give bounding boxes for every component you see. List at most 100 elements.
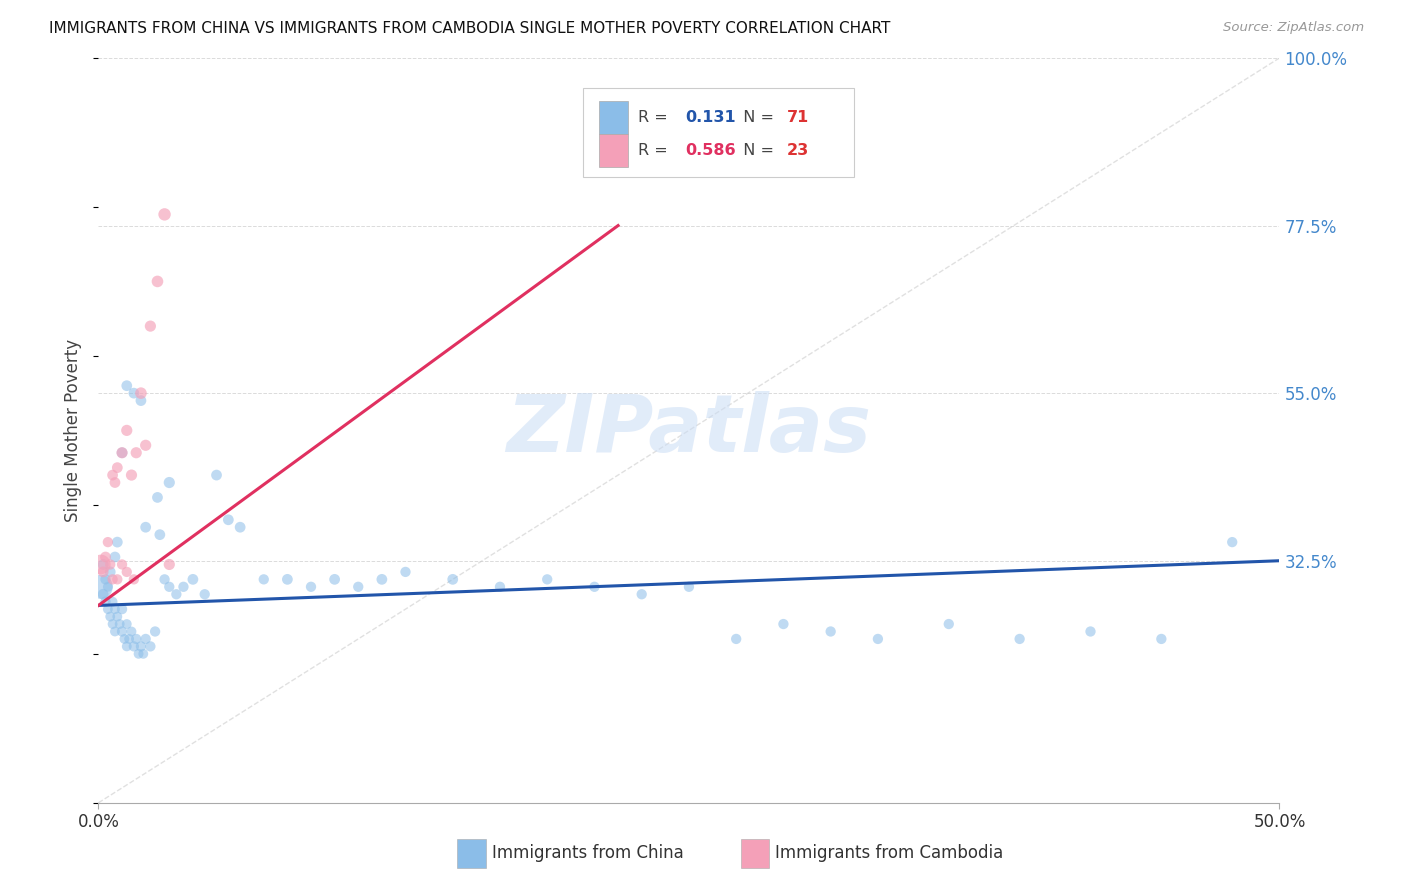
Point: [135, 438, 157, 452]
Point: [125, 632, 148, 646]
Point: [98, 609, 121, 624]
Point: [122, 640, 145, 654]
Point: [132, 647, 155, 661]
Point: [104, 549, 127, 564]
Point: [253, 573, 276, 587]
Point: [97, 580, 120, 594]
Point: [194, 587, 217, 601]
Point: [1008, 632, 1031, 646]
Point: [149, 527, 172, 541]
Point: [104, 624, 127, 639]
Point: [938, 617, 960, 632]
Point: [111, 558, 134, 572]
Point: [111, 446, 134, 460]
Text: 0.131: 0.131: [685, 111, 735, 125]
FancyBboxPatch shape: [599, 102, 627, 134]
Point: [128, 647, 150, 661]
Point: [172, 580, 194, 594]
Point: [90, 558, 112, 572]
Point: [217, 513, 239, 527]
Point: [90, 580, 112, 594]
Point: [97, 535, 120, 549]
Point: [122, 386, 145, 401]
Point: [583, 580, 606, 594]
Point: [97, 602, 120, 616]
Point: [323, 573, 346, 587]
Point: [115, 640, 138, 654]
Point: [165, 587, 187, 601]
Text: R =: R =: [638, 111, 673, 125]
Point: [104, 602, 127, 616]
Text: N =: N =: [733, 143, 779, 158]
Point: [139, 319, 162, 334]
Text: IMMIGRANTS FROM CHINA VS IMMIGRANTS FROM CAMBODIA SINGLE MOTHER POVERTY CORRELAT: IMMIGRANTS FROM CHINA VS IMMIGRANTS FROM…: [49, 21, 890, 37]
Point: [1080, 624, 1102, 639]
Point: [1150, 632, 1173, 646]
Point: [630, 587, 652, 601]
FancyBboxPatch shape: [599, 134, 627, 167]
Point: [299, 580, 322, 594]
Point: [105, 535, 128, 549]
Point: [94, 549, 117, 564]
Point: [101, 617, 124, 632]
Point: [129, 386, 152, 401]
Point: [229, 520, 252, 534]
Point: [181, 573, 204, 587]
Point: [394, 565, 416, 579]
Text: Source: ZipAtlas.com: Source: ZipAtlas.com: [1223, 21, 1364, 35]
Point: [115, 378, 138, 392]
Point: [108, 617, 131, 632]
FancyBboxPatch shape: [741, 838, 769, 868]
Point: [143, 624, 166, 639]
Point: [105, 609, 128, 624]
Point: [91, 558, 114, 572]
Point: [121, 468, 143, 483]
Text: Immigrants from Cambodia: Immigrants from Cambodia: [775, 845, 1004, 863]
Point: [489, 580, 512, 594]
Point: [104, 475, 127, 490]
Point: [98, 558, 121, 572]
Point: [129, 640, 152, 654]
Point: [1220, 535, 1243, 549]
Point: [205, 468, 228, 483]
Point: [441, 573, 464, 587]
Point: [122, 573, 145, 587]
Text: Immigrants from China: Immigrants from China: [492, 845, 683, 863]
Point: [146, 274, 169, 288]
Point: [101, 595, 124, 609]
Text: 71: 71: [787, 111, 810, 125]
Point: [371, 573, 394, 587]
FancyBboxPatch shape: [457, 838, 486, 868]
Point: [135, 632, 157, 646]
Point: [157, 580, 180, 594]
Point: [276, 573, 298, 587]
Point: [115, 423, 138, 437]
Point: [105, 460, 128, 475]
Point: [772, 617, 794, 632]
Text: N =: N =: [733, 111, 779, 125]
Point: [157, 558, 180, 572]
Point: [121, 624, 143, 639]
Point: [111, 446, 134, 460]
Point: [105, 573, 128, 587]
FancyBboxPatch shape: [582, 87, 855, 178]
Point: [135, 520, 157, 534]
Point: [94, 595, 117, 609]
Point: [94, 573, 117, 587]
Point: [111, 624, 134, 639]
Point: [101, 573, 124, 587]
Point: [153, 207, 176, 221]
Y-axis label: Single Mother Poverty: Single Mother Poverty: [65, 339, 83, 522]
Point: [146, 491, 169, 505]
Point: [866, 632, 889, 646]
Point: [129, 393, 152, 408]
Point: [536, 573, 558, 587]
Text: ZIPatlas: ZIPatlas: [506, 392, 872, 469]
Text: 0.586: 0.586: [685, 143, 735, 158]
Point: [115, 565, 138, 579]
Point: [139, 640, 162, 654]
Point: [101, 468, 124, 483]
Point: [115, 617, 138, 632]
Text: R =: R =: [638, 143, 673, 158]
Point: [820, 624, 842, 639]
